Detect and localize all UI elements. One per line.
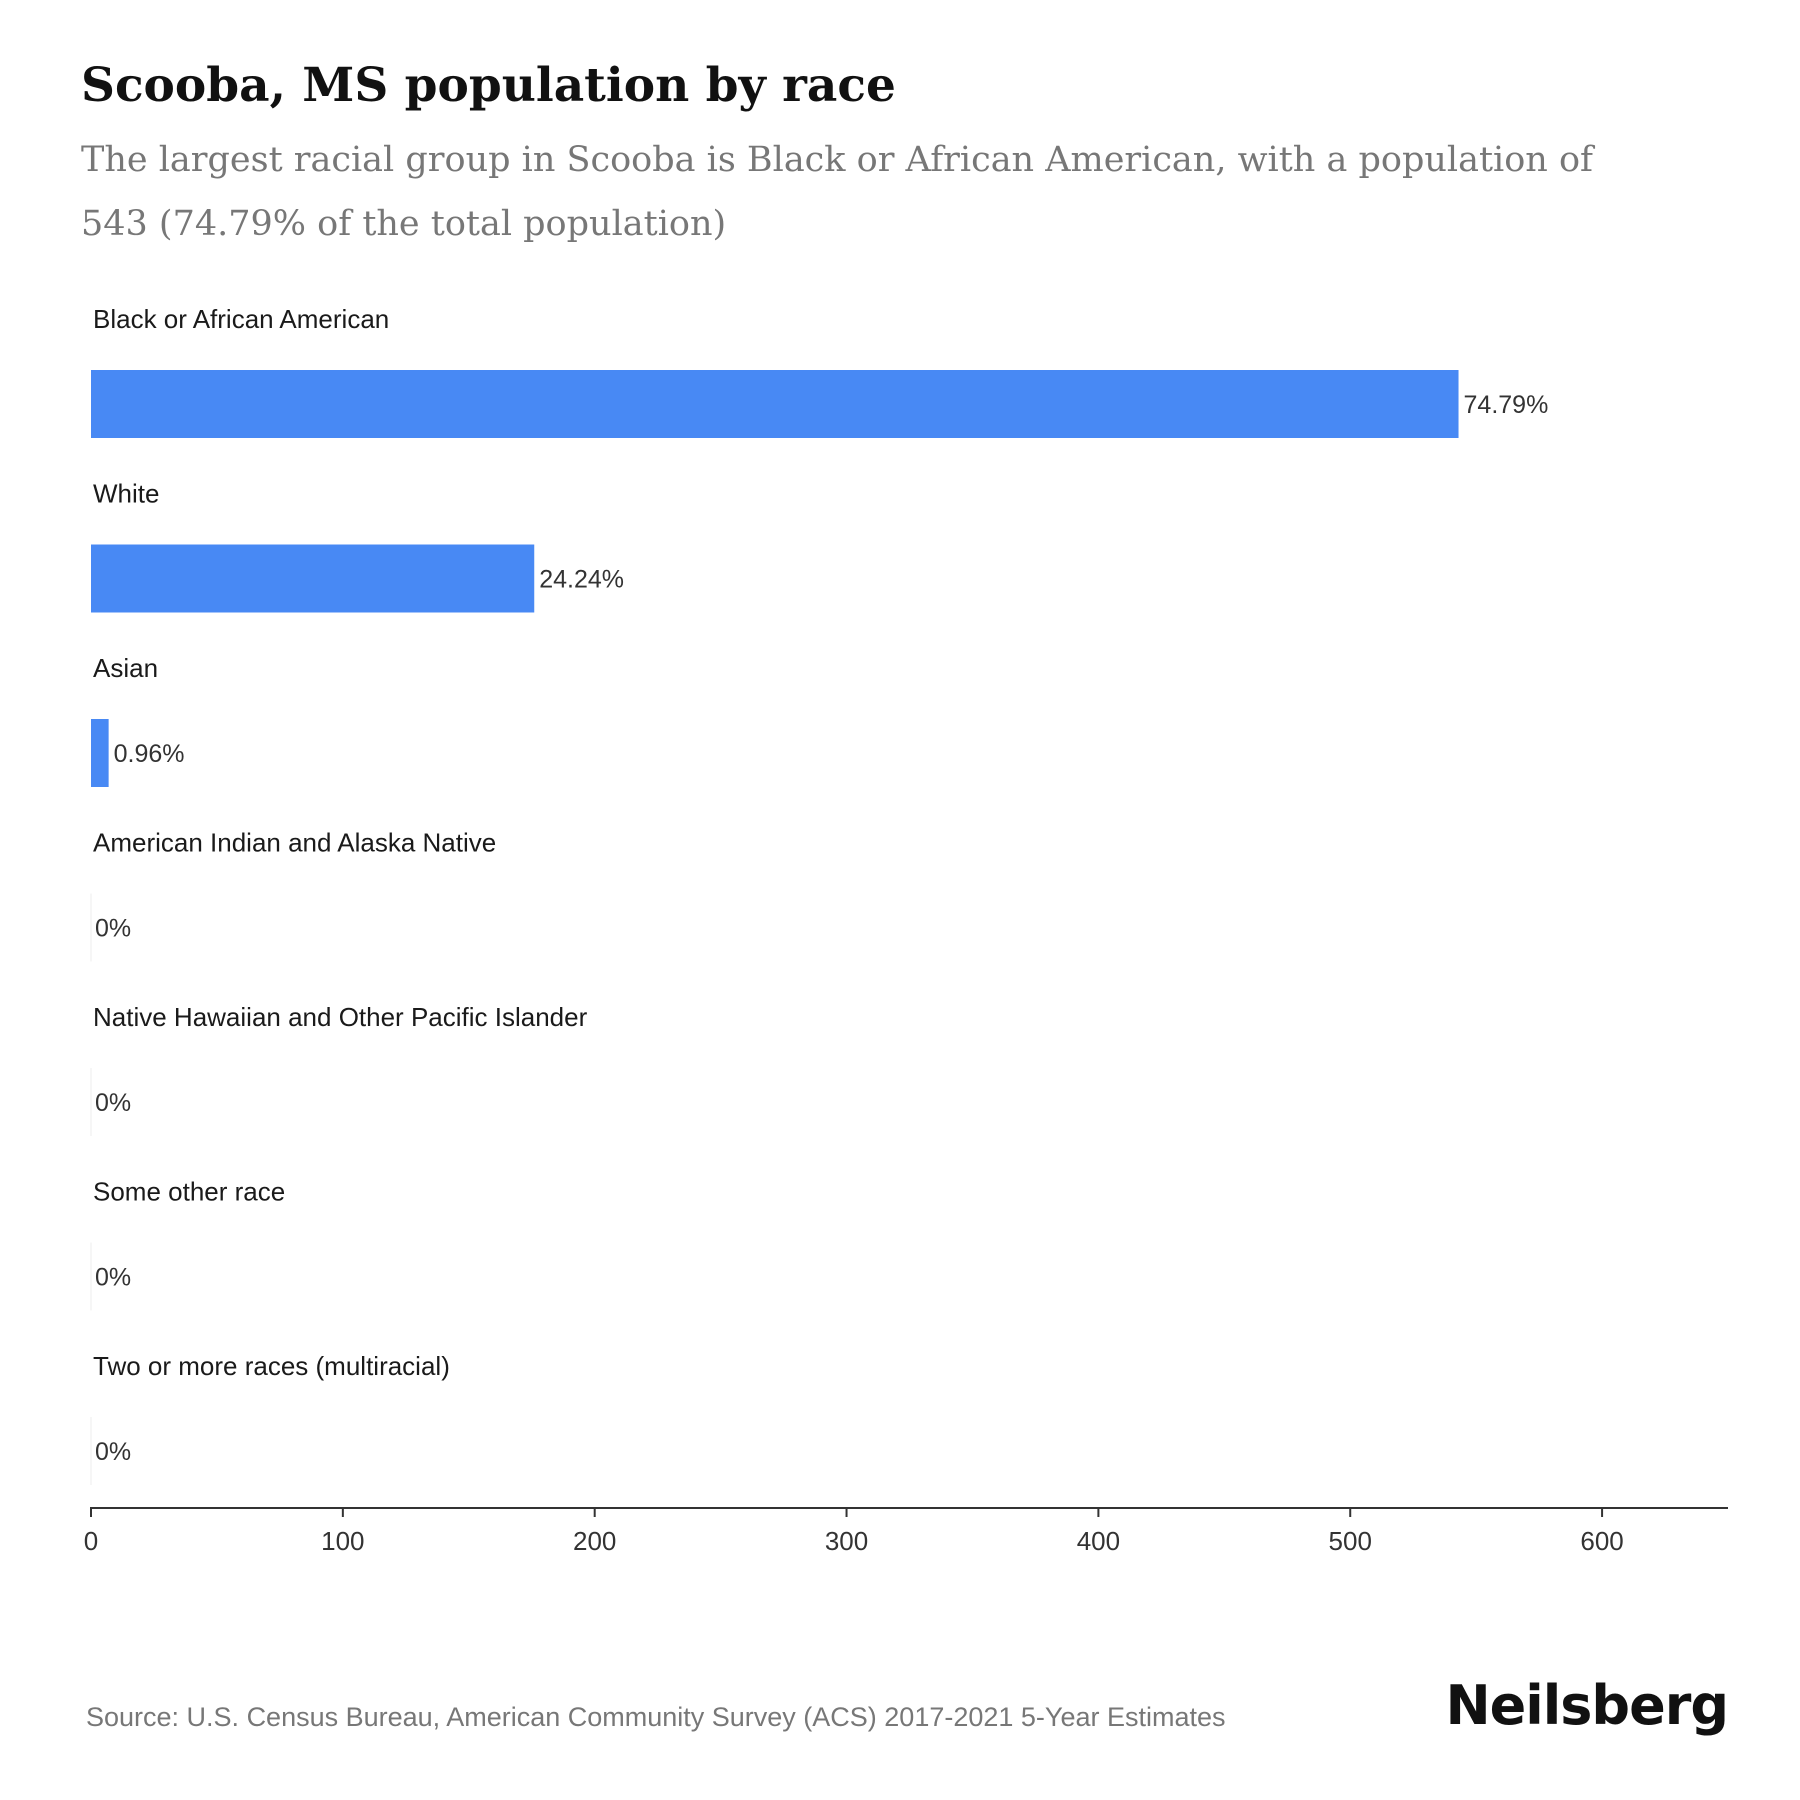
value-label: 0.96%: [114, 740, 185, 768]
category-label: Some other race: [93, 1177, 285, 1207]
category-label: Asian: [93, 653, 158, 683]
x-tick-label: 200: [573, 1526, 616, 1556]
chart-subtitle: The largest racial group in Scooba is Bl…: [81, 140, 1593, 244]
value-label: 24.24%: [539, 566, 624, 594]
x-tick-label: 600: [1580, 1526, 1623, 1556]
value-label: 74.79%: [1464, 391, 1549, 419]
category-label: Native Hawaiian and Other Pacific Island…: [93, 1002, 588, 1032]
bar: [91, 544, 535, 613]
chart-title: Scooba, MS population by race: [81, 58, 896, 113]
x-tick-label: 300: [825, 1526, 868, 1556]
value-label: 0%: [95, 1089, 131, 1117]
brand-logo: Neilsberg: [1445, 1674, 1729, 1737]
category-label: Black or African American: [93, 304, 389, 334]
x-tick-label: 400: [1077, 1526, 1120, 1556]
bar: [91, 370, 1459, 438]
value-label: 0%: [95, 915, 131, 943]
bar: [91, 719, 109, 787]
category-label: American Indian and Alaska Native: [93, 828, 496, 858]
value-label: 0%: [95, 1438, 131, 1466]
x-tick-label: 0: [84, 1526, 98, 1556]
bar-chart: Black or African American 74.79% White 24.2…: [84, 304, 1728, 1556]
source-note: Source: U.S. Census Bureau, American Com…: [86, 1702, 1226, 1732]
x-tick-label: 100: [321, 1526, 364, 1556]
x-tick-label: 500: [1329, 1526, 1372, 1556]
category-label: White: [93, 479, 159, 509]
category-label: Two or more races (multiracial): [93, 1351, 450, 1381]
value-label: 0%: [95, 1264, 131, 1292]
